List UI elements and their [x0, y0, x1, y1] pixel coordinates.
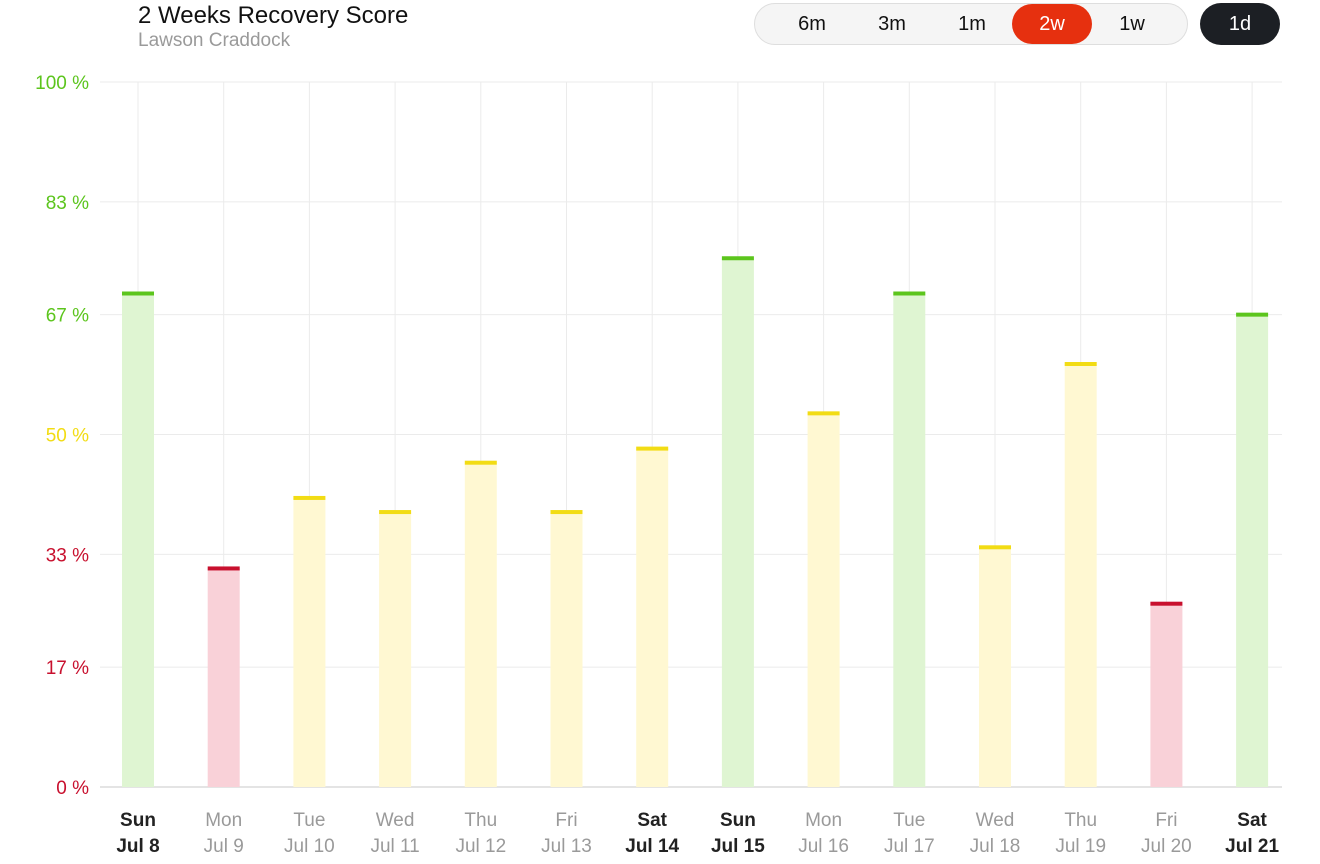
- x-tick-date: Jul 14: [625, 836, 679, 857]
- x-tick-date: Jul 17: [884, 836, 935, 857]
- bar: [893, 293, 926, 787]
- chart-title: 2 Weeks Recovery Score: [138, 2, 409, 29]
- x-tick-date: Jul 20: [1141, 836, 1192, 857]
- bar-cap: [1064, 362, 1097, 366]
- y-tick-label: 50 %: [46, 426, 89, 447]
- bar-cap: [893, 291, 926, 296]
- bar-cap: [464, 460, 497, 465]
- bar: [1064, 364, 1097, 787]
- range-1m-button[interactable]: 1m: [958, 13, 986, 35]
- x-tick-date: Jul 10: [284, 836, 335, 857]
- range-selector: 6m 3m 1m 2w 1w: [754, 3, 1188, 45]
- bar-cap: [122, 291, 154, 296]
- chart-header: 2 Weeks Recovery Score Lawson Craddock: [138, 2, 408, 52]
- x-tick-weekday: Thu: [464, 810, 497, 831]
- bar: [207, 568, 240, 787]
- x-tick-weekday: Mon: [205, 810, 242, 831]
- y-tick-label: 17 %: [46, 658, 89, 679]
- bar-cap: [636, 446, 669, 451]
- bar-cap: [979, 545, 1011, 550]
- x-tick-weekday: Wed: [976, 810, 1015, 831]
- bar-cap: [807, 411, 840, 416]
- y-tick-label: 0 %: [56, 778, 89, 799]
- x-tick-weekday: Tue: [293, 810, 325, 831]
- bar-cap: [1150, 601, 1183, 606]
- bar: [1236, 314, 1269, 787]
- bar: [979, 547, 1011, 787]
- range-3m-button[interactable]: 3m: [878, 13, 906, 35]
- x-tick-weekday: Sun: [720, 810, 756, 831]
- x-tick-weekday: Thu: [1064, 810, 1097, 831]
- x-tick-date: Jul 9: [204, 836, 244, 857]
- x-tick-date: Jul 18: [970, 836, 1021, 857]
- athlete-name: Lawson Craddock: [138, 30, 291, 51]
- range-1d-button[interactable]: 1d: [1200, 3, 1280, 45]
- bar: [1150, 603, 1183, 787]
- bar: [550, 512, 583, 787]
- bar: [636, 448, 669, 787]
- bar: [807, 413, 840, 787]
- bar-cap: [1236, 312, 1269, 317]
- x-tick-date: Jul 16: [798, 836, 849, 857]
- range-1w-button[interactable]: 1w: [1119, 13, 1145, 35]
- bar-cap: [721, 256, 754, 261]
- x-tick-weekday: Sat: [637, 810, 667, 831]
- bar-cap: [293, 495, 326, 500]
- x-tick-weekday: Fri: [1155, 810, 1177, 831]
- x-tick-date: Jul 21: [1225, 836, 1279, 857]
- x-tick-date: Jul 11: [370, 836, 419, 857]
- x-tick-date: Jul 13: [541, 836, 592, 857]
- bar: [122, 293, 154, 787]
- x-tick-weekday: Sun: [120, 810, 156, 831]
- y-tick-label: 100 %: [35, 73, 89, 94]
- y-tick-label: 83 %: [46, 193, 89, 214]
- x-tick-date: Jul 15: [711, 836, 765, 857]
- bar: [293, 497, 326, 787]
- x-tick-weekday: Mon: [805, 810, 842, 831]
- y-tick-label: 67 %: [46, 306, 89, 327]
- x-tick-weekday: Wed: [376, 810, 415, 831]
- x-tick-date: Jul 19: [1055, 836, 1106, 857]
- y-tick-label: 33 %: [46, 545, 89, 566]
- range-6m-button[interactable]: 6m: [798, 13, 826, 35]
- bar-cap: [379, 510, 412, 515]
- x-tick-date: Jul 12: [455, 836, 506, 857]
- x-tick-weekday: Fri: [555, 810, 577, 831]
- bar: [721, 258, 754, 787]
- x-tick-weekday: Tue: [893, 810, 925, 831]
- bar-cap: [207, 566, 240, 571]
- x-tick-weekday: Sat: [1237, 810, 1267, 831]
- range-2w-button[interactable]: 2w: [1012, 4, 1092, 44]
- bar-cap: [550, 510, 583, 515]
- x-tick-date: Jul 8: [116, 836, 159, 857]
- bar: [464, 462, 497, 787]
- bar: [379, 512, 412, 787]
